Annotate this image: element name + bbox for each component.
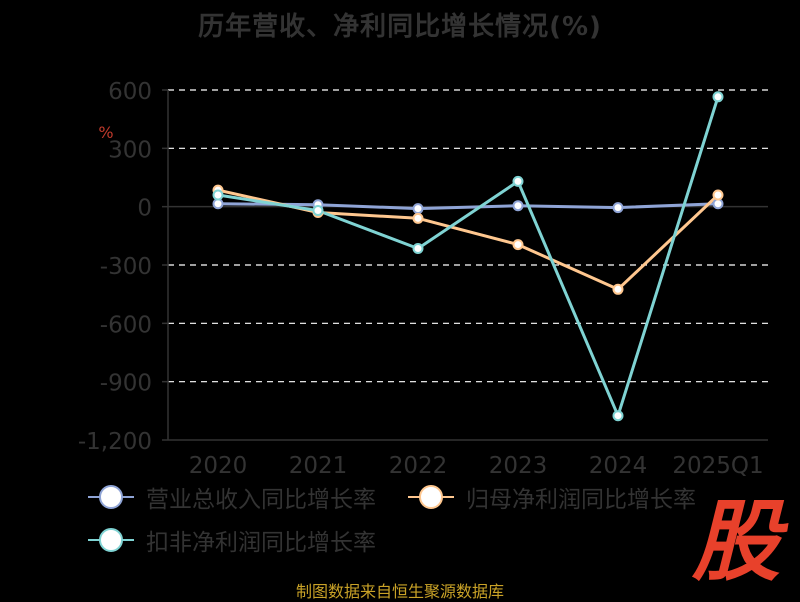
data-point [712, 198, 724, 210]
y-tick-label: -300 [100, 254, 152, 280]
chart-title: 历年营收、净利同比增长情况(%) [198, 12, 602, 42]
x-tick-label: 2023 [489, 453, 548, 479]
y-tick-label: -1,200 [78, 429, 152, 455]
data-point [512, 200, 524, 212]
series-line-2 [217, 96, 720, 418]
y-tick-label: -900 [100, 371, 152, 397]
data-point [612, 202, 624, 214]
legend-marker-revenue [88, 484, 134, 510]
y-tick-label: 600 [108, 79, 152, 105]
x-tick-label: 2021 [289, 453, 348, 479]
x-tick-label: 2024 [589, 453, 648, 479]
series-layer [212, 91, 724, 422]
source-note: 制图数据来自恒生聚源数据库 [295, 582, 504, 601]
x-tick-label: 2020 [189, 453, 248, 479]
legend-item-net-profit[interactable]: 归母净利润同比增长率 [408, 480, 696, 514]
data-point [412, 203, 424, 215]
label-layer: 600 300 0 -300 -600 -900 -1,200 2020 2021 2022 202… [78, 79, 764, 479]
data-point [612, 410, 624, 422]
legend-item-deducted-profit[interactable]: 扣非净利润同比增长率 [88, 523, 376, 557]
data-point [512, 175, 524, 187]
y-tick-label: 0 [137, 196, 152, 222]
x-tick-label: 2025Q1 [672, 453, 763, 479]
legend-marker-deducted-profit [88, 527, 134, 553]
series-line-0 [217, 202, 719, 211]
y-tick-label: -600 [100, 312, 152, 338]
legend-marker-net-profit [408, 484, 454, 510]
legend-item-revenue[interactable]: 营业总收入同比增长率 [88, 480, 376, 514]
y-unit-mark: % [98, 123, 113, 142]
data-point [412, 212, 424, 224]
x-tick-label: 2022 [389, 453, 448, 479]
y-tick-label: 300 [108, 137, 152, 163]
grid-layer [168, 89, 768, 383]
legend-label-net-profit: 归母净利润同比增长率 [466, 487, 696, 513]
data-point [412, 242, 424, 254]
watermark-logo: 股 [691, 490, 780, 593]
data-point [612, 283, 624, 295]
legend-label-revenue: 营业总收入同比增长率 [146, 487, 376, 513]
legend-label-deducted-profit: 扣非净利润同比增长率 [146, 530, 376, 556]
data-point [212, 198, 224, 210]
data-point [312, 205, 324, 217]
data-point [512, 239, 524, 251]
data-point [712, 189, 724, 201]
data-point [212, 189, 224, 201]
data-point [712, 91, 724, 103]
